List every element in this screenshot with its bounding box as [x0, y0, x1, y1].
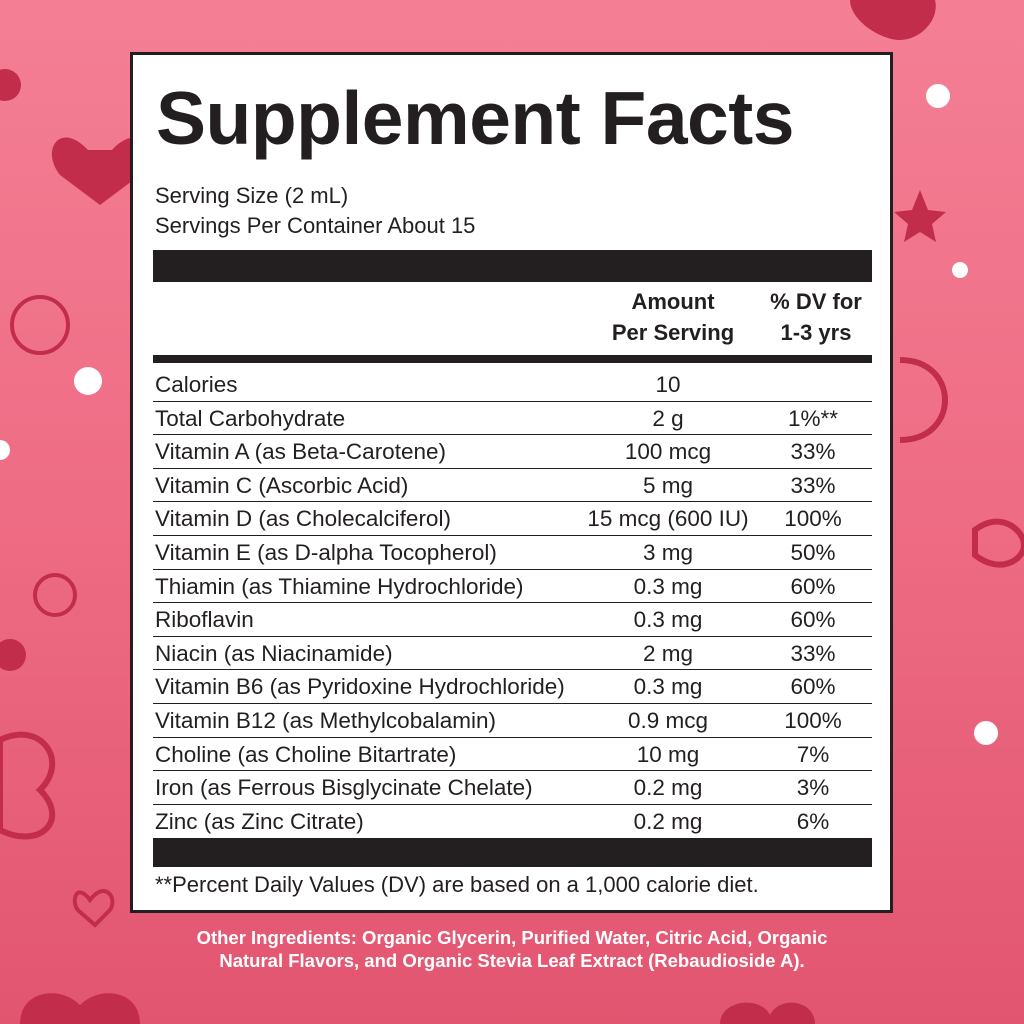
nutrient-name: Vitamin C (Ascorbic Acid): [155, 472, 409, 498]
dot-icon: [74, 367, 102, 395]
amount-header-line1: Amount: [631, 289, 715, 314]
nutrient-dv: 60%: [790, 674, 836, 700]
nutrient-name: Choline (as Choline Bitartrate): [155, 741, 457, 767]
nutrient-dv: 3%: [796, 775, 830, 801]
header-divider: [153, 355, 872, 363]
nutrient-dv: 100%: [784, 707, 842, 733]
star-icon: [894, 190, 946, 242]
nutrient-name: Vitamin B6 (as Pyridoxine Hydrochloride): [155, 674, 565, 700]
dv-header: % DV for 1-3 yrs: [751, 286, 881, 348]
supplement-facts-panel: Supplement Facts Serving Size (2 mL) Ser…: [130, 52, 893, 913]
ladybug-icon: [33, 573, 77, 617]
table-row: Total Carbohydrate 2 g 1%**: [153, 402, 872, 436]
table-row: Zinc (as Zinc Citrate) 0.2 mg 6%: [153, 805, 872, 839]
table-row: Riboflavin 0.3 mg 60%: [153, 603, 872, 637]
table-row: Thiamin (as Thiamine Hydrochloride) 0.3 m…: [153, 570, 872, 604]
nutrient-amount: 100 mcg: [624, 439, 712, 465]
dv-header-line1: % DV for: [770, 289, 862, 314]
servings-per-container: Servings Per Container About 15: [155, 213, 476, 238]
table-row: Niacin (as Niacinamide) 2 mg 33%: [153, 637, 872, 671]
dot-icon: [0, 69, 21, 101]
nutrient-name: Vitamin A (as Beta-Carotene): [155, 439, 446, 465]
nutrient-amount: 0.3 mg: [633, 674, 703, 700]
divider-bar: [153, 250, 872, 282]
bow-icon: [972, 518, 1024, 568]
nutrient-dv: 100%: [784, 506, 842, 532]
other-ingredients-line1: Other Ingredients: Organic Glycerin, Pur…: [196, 927, 828, 948]
nutrient-name: Iron (as Ferrous Bisglycinate Chelate): [155, 775, 533, 801]
nutrient-amount: 0.2 mg: [633, 808, 703, 834]
dot-icon: [952, 262, 968, 278]
other-ingredients: Other Ingredients: Organic Glycerin, Pur…: [100, 926, 924, 972]
lollipop-icon: [899, 357, 948, 443]
nutrient-name: Vitamin D (as Cholecalciferol): [155, 506, 451, 532]
table-row: Vitamin E (as D-alpha Tocopherol) 3 mg 50%: [153, 536, 872, 570]
amount-header: Amount Per Serving: [588, 286, 758, 348]
dot-icon: [0, 440, 10, 460]
nutrient-name: Zinc (as Zinc Citrate): [155, 808, 364, 834]
serving-size: Serving Size (2 mL): [155, 183, 349, 208]
amount-header-line2: Per Serving: [611, 320, 735, 345]
nutrient-amount: 3 mg: [642, 539, 694, 565]
table-row: Vitamin A (as Beta-Carotene) 100 mcg 33%: [153, 435, 872, 469]
nutrient-name: Riboflavin: [155, 607, 254, 633]
nutrient-name: Vitamin E (as D-alpha Tocopherol): [155, 539, 497, 565]
divider-bar: [153, 838, 872, 867]
nutrient-name: Niacin (as Niacinamide): [155, 640, 393, 666]
dot-icon: [0, 639, 26, 671]
nutrient-dv: 7%: [796, 741, 830, 767]
nutrient-name: Thiamin (as Thiamine Hydrochloride): [155, 573, 524, 599]
nutrient-amount: 2 g: [652, 405, 684, 431]
heart-icon: [51, 137, 149, 205]
bow-icon: [0, 731, 56, 840]
nutrient-amount: 0.9 mcg: [627, 707, 709, 733]
panel-title: Supplement Facts: [156, 76, 794, 160]
table-row: Vitamin D (as Cholecalciferol) 15 mcg (60…: [153, 502, 872, 536]
heart-icon: [720, 1002, 815, 1024]
nutrient-dv: 33%: [790, 439, 836, 465]
nutrient-amount: 0.2 mg: [633, 775, 703, 801]
nutrient-dv: 1%**: [787, 405, 839, 431]
dot-icon: [974, 721, 998, 745]
table-row: Vitamin C (Ascorbic Acid) 5 mg 33%: [153, 469, 872, 503]
nutrient-amount: 0.3 mg: [633, 573, 703, 599]
nutrient-amount: 10: [655, 372, 681, 397]
nutrient-name: Total Carbohydrate: [155, 405, 346, 431]
table-row: Iron (as Ferrous Bisglycinate Chelate) 0.…: [153, 771, 872, 805]
nutrient-dv: 33%: [790, 472, 836, 498]
nutrient-dv: 50%: [790, 539, 836, 565]
nutrient-amount: 0.3 mg: [633, 607, 703, 633]
nutrient-amount: 5 mg: [642, 472, 694, 498]
nutrient-dv: 60%: [790, 607, 836, 633]
heart-outline-icon: [72, 889, 115, 928]
ladybug-icon: [10, 295, 70, 355]
nutrient-dv: 6%: [796, 808, 830, 834]
nutrient-dv: 60%: [790, 573, 836, 599]
table-row: Vitamin B6 (as Pyridoxine Hydrochloride)…: [153, 670, 872, 704]
nutrient-amount: 15 mcg (600 IU): [587, 506, 749, 532]
table-row: Calories 10: [153, 368, 872, 402]
nutrient-table: Calories 10 Total Carbohydrate 2 g 1%** Vitam…: [153, 368, 872, 838]
table-row: Vitamin B12 (as Methylcobalamin) 0.9 mcg 1…: [153, 704, 872, 738]
heart-icon: [20, 993, 140, 1024]
footnote: **Percent Daily Values (DV) are based on…: [155, 872, 759, 897]
dot-icon: [926, 84, 950, 108]
nutrient-name: Calories: [155, 372, 238, 397]
other-ingredients-line2: Natural Flavors, and Organic Stevia Leaf…: [219, 950, 805, 971]
nutrient-name: Vitamin B12 (as Methylcobalamin): [155, 707, 496, 733]
nutrient-amount: 10 mg: [636, 741, 700, 767]
dv-header-line2: 1-3 yrs: [780, 320, 852, 345]
heart-icon: [850, 0, 936, 40]
nutrient-amount: 2 mg: [642, 640, 694, 666]
table-row: Choline (as Choline Bitartrate) 10 mg 7%: [153, 738, 872, 772]
nutrient-dv: 33%: [790, 640, 836, 666]
